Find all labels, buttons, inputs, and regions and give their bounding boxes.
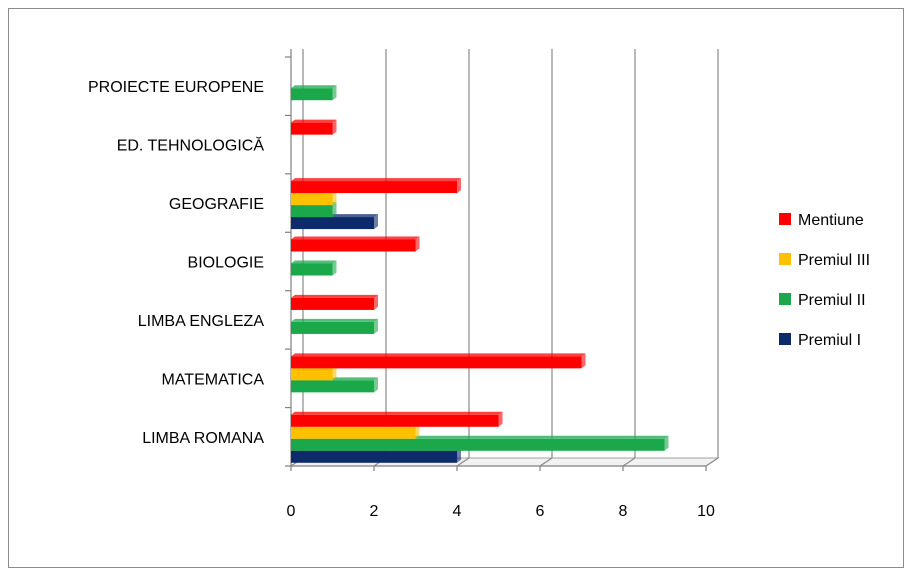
category-label-geografie: GEOGRAFIE <box>169 196 264 213</box>
bar-face <box>291 239 416 252</box>
bar-end <box>664 435 669 451</box>
bar-end <box>374 214 378 230</box>
legend-item-premiul-iii: Premiul III <box>779 252 870 269</box>
bar-face <box>291 297 374 310</box>
legend-swatch <box>779 253 791 265</box>
legend-swatch <box>779 213 791 225</box>
legend-item-premiul-ii: Premiul II <box>779 292 866 309</box>
bar-end <box>374 377 378 393</box>
bar-end <box>457 178 461 194</box>
legend-swatch <box>779 333 791 345</box>
bar-end <box>332 365 337 381</box>
bar-end <box>498 411 503 427</box>
bar-geografie-mentiune <box>291 178 461 194</box>
bar-face <box>291 414 499 427</box>
x-tick-label-2: 2 <box>370 503 379 520</box>
bar-top <box>291 236 420 240</box>
bar-face <box>291 356 582 369</box>
bar-end <box>332 85 337 101</box>
bar-limba-romana-mentiune <box>291 411 503 427</box>
bar-end <box>374 318 378 334</box>
legend-item-mentiune: Mentiune <box>779 212 864 229</box>
x-tick-label-0: 0 <box>287 503 296 520</box>
x-tick-label-6: 6 <box>536 503 545 520</box>
bar-face <box>291 193 333 206</box>
bar-face <box>291 181 457 194</box>
category-label-limba-romana: LIMBA ROMANA <box>142 430 264 447</box>
bar-top <box>291 353 586 357</box>
legend-item-premiul-i: Premiul I <box>779 332 861 349</box>
category-label-proiecte-europene: PROIECTE EUROPENE <box>88 79 264 96</box>
legend-label: Mentiune <box>798 212 864 229</box>
bar-face <box>291 438 665 451</box>
bar-top <box>291 85 337 89</box>
gridline-floor-8 <box>622 457 636 467</box>
bar-biologie-premiul-ii <box>291 260 337 276</box>
bar-face <box>291 263 333 276</box>
bar-chart: 0 2 4 6 8 10 LIMBA ROMANA MATEMATICA LIMBA ENGLE… <box>88 49 870 520</box>
bar-matematica-mentiune <box>291 353 586 369</box>
bar-top <box>291 119 337 123</box>
gridline-floor-10 <box>705 457 719 467</box>
bar-face <box>291 217 374 230</box>
bar-top <box>291 178 461 182</box>
bar-face <box>291 88 333 101</box>
category-label-limba-engleza: LIMBA ENGLEZA <box>138 313 265 330</box>
bar-end <box>332 260 337 276</box>
x-tick-label-10: 10 <box>697 503 715 520</box>
legend-swatch <box>779 293 791 305</box>
bar-face <box>291 205 333 218</box>
bar-face <box>291 380 374 393</box>
bar-end <box>332 202 337 218</box>
category-label-ed-tehnologic: ED. TEHNOLOGICĂ <box>117 136 265 155</box>
gridline-floor-4 <box>456 457 470 467</box>
bar-limba-engleza-mentiune <box>291 294 378 310</box>
bar-face <box>291 321 374 334</box>
bar-ed-tehnologic-mentiune <box>291 119 337 135</box>
legend-label: Premiul I <box>798 332 861 349</box>
bar-face <box>291 426 416 439</box>
bar-top <box>291 294 378 298</box>
legend-label: Premiul III <box>798 252 870 269</box>
category-label-matematica: MATEMATICA <box>161 371 264 388</box>
bar-face <box>291 450 457 463</box>
bar-end <box>374 294 378 310</box>
x-tick-label-8: 8 <box>619 503 628 520</box>
bar-biologie-mentiune <box>291 236 420 252</box>
plot-area <box>291 49 718 466</box>
bar-end <box>332 190 337 206</box>
bar-top <box>291 411 503 415</box>
bar-end <box>415 423 420 439</box>
bar-top <box>291 260 337 264</box>
category-label-biologie: BIOLOGIE <box>188 255 264 272</box>
bar-end <box>415 236 420 252</box>
bar-face <box>291 122 333 135</box>
x-tick-label-4: 4 <box>453 503 462 520</box>
gridline-floor-6 <box>539 457 553 467</box>
bar-limba-engleza-premiul-ii <box>291 318 378 334</box>
legend-label: Premiul II <box>798 292 866 309</box>
bar-top <box>291 318 378 322</box>
bar-end <box>581 353 586 369</box>
bar-proiecte-europene-premiul-ii <box>291 85 337 101</box>
bar-face <box>291 368 333 381</box>
bar-end <box>457 447 461 463</box>
bar-end <box>332 119 337 135</box>
